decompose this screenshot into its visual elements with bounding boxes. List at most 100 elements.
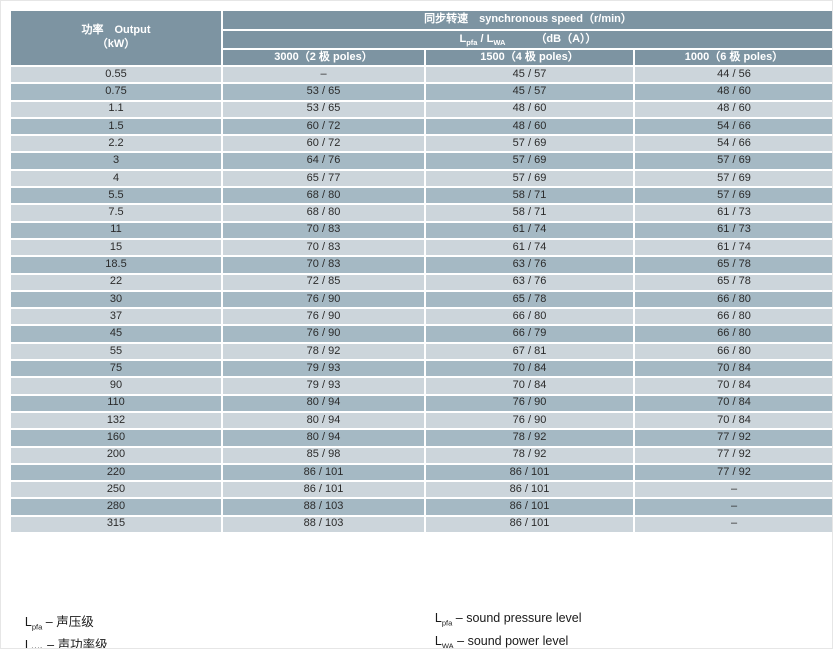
level-cell-2pole: 70 / 83: [221, 220, 426, 240]
output-cell: 200: [9, 445, 223, 465]
output-cell: 132: [9, 410, 223, 431]
note-sound-pressure-cn: Lpfa – 声压级: [24, 615, 94, 632]
table-row: 75 79 / 93 70 / 84 70 / 84: [9, 359, 832, 379]
level-cell-2pole: 60 / 72: [221, 116, 426, 137]
level-cell-4pole: 45 / 57: [424, 64, 635, 85]
level-cell-6pole: 66 / 80: [633, 341, 832, 362]
table-row: 110 80 / 94 76 / 90 70 / 84: [9, 393, 832, 413]
level-cell-2pole: 68 / 80: [221, 203, 426, 223]
level-cell-4pole: 70 / 84: [424, 376, 635, 396]
level-cell-2pole: 86 / 101: [221, 462, 426, 483]
output-cell: 7.5: [9, 203, 223, 223]
header-output-label: 功率 Output: [81, 24, 151, 37]
note-sound-power-cn: LWA – 声功率级: [24, 638, 108, 649]
level-cell-6pole: 70 / 84: [633, 359, 832, 379]
level-cell-4pole: 63 / 76: [424, 255, 635, 275]
table-row: 250 86 / 101 86 / 101–: [9, 480, 832, 500]
note-sound-power-en: LWA – sound power level: [434, 634, 569, 649]
level-unit: （dB（A））: [535, 32, 597, 45]
level-cell-2pole: 88 / 103: [221, 497, 426, 517]
level-cell-4pole: 61 / 74: [424, 220, 635, 240]
header-pole-1500: 1500（4 极 poles）: [424, 48, 635, 67]
output-cell: 220: [9, 462, 223, 483]
level-symbol-lpfa: Lpfa: [459, 32, 478, 47]
level-cell-4pole: 65 / 78: [424, 289, 635, 310]
level-cell-6pole: 70 / 84: [633, 376, 832, 396]
level-cell-6pole: 57 / 69: [633, 186, 832, 206]
level-cell-4pole: 86 / 101: [424, 497, 635, 517]
level-cell-2pole: 70 / 83: [221, 255, 426, 275]
level-cell-4pole: 57 / 69: [424, 168, 635, 189]
table-row: 200 85 / 98 78 / 92 77 / 92: [9, 445, 832, 465]
output-cell: 1.1: [9, 99, 223, 119]
level-cell-6pole: 54 / 66: [633, 116, 832, 137]
output-cell: 5.5: [9, 186, 223, 206]
level-cell-6pole: 48 / 60: [633, 82, 832, 102]
table-row: 30 76 / 90 65 / 78 66 / 80: [9, 289, 832, 310]
level-cell-2pole: 53 / 65: [221, 82, 426, 102]
level-cell-6pole: 66 / 80: [633, 289, 832, 310]
level-cell-2pole: 76 / 90: [221, 289, 426, 310]
table-row: 0.75 53 / 65 45 / 57 48 / 60: [9, 82, 832, 102]
level-cell-2pole: 85 / 98: [221, 445, 426, 465]
level-cell-4pole: 48 / 60: [424, 99, 635, 119]
table-row: 2.2 60 / 72 57 / 69 54 / 66: [9, 134, 832, 154]
level-cell-4pole: 78 / 92: [424, 445, 635, 465]
level-cell-6pole: 48 / 60: [633, 99, 832, 119]
level-cell-2pole: 80 / 94: [221, 393, 426, 413]
level-cell-2pole: 78 / 92: [221, 341, 426, 362]
table-row: 15 70 / 83 61 / 74 61 / 74: [9, 237, 832, 258]
output-cell: 15: [9, 237, 223, 258]
level-cell-2pole: 60 / 72: [221, 134, 426, 154]
level-cell-4pole: 58 / 71: [424, 203, 635, 223]
output-cell: 110: [9, 393, 223, 413]
output-cell: 37: [9, 307, 223, 327]
level-cell-6pole: 77 / 92: [633, 445, 832, 465]
output-cell: 75: [9, 359, 223, 379]
note-sound-pressure-en: Lpfa – sound pressure level: [434, 611, 582, 628]
level-cell-6pole: 70 / 84: [633, 393, 832, 413]
table-body: 0.55–45 / 57 44 / 56 0.75 53 / 65 45 / 57 48 …: [9, 64, 832, 535]
table-row: 55 78 / 92 67 / 81 66 / 80: [9, 341, 832, 362]
output-cell: 45: [9, 324, 223, 344]
output-cell: 11: [9, 220, 223, 240]
header-row-level: Lpfa / LWA （dB（A））: [10, 29, 832, 50]
level-cell-2pole: 65 / 77: [221, 168, 426, 189]
level-cell-4pole: 86 / 101: [424, 514, 635, 535]
output-cell: 30: [9, 289, 223, 310]
level-cell-6pole: 61 / 73: [633, 203, 832, 223]
table-row: 280 88 / 103 86 / 101–: [9, 497, 832, 517]
level-cell-4pole: 78 / 92: [424, 428, 635, 448]
header-output: 功率 Output （kW）: [9, 9, 223, 67]
level-cell-6pole: 61 / 73: [633, 220, 832, 240]
level-cell-2pole: 80 / 94: [221, 410, 426, 431]
level-cell-4pole: 58 / 71: [424, 186, 635, 206]
table-row: 1.1 53 / 65 48 / 60 48 / 60: [9, 99, 832, 119]
table-row: 7.5 68 / 80 58 / 71 61 / 73: [9, 203, 832, 223]
level-cell-2pole: 88 / 103: [221, 514, 426, 535]
sound-level-table: 功率 Output （kW） 同步转速 synchronous speed（r/…: [9, 9, 832, 535]
header-output-unit: （kW）: [96, 38, 136, 50]
level-cell-2pole: –: [221, 64, 426, 85]
output-cell: 4: [9, 168, 223, 189]
level-cell-4pole: 45 / 57: [424, 82, 635, 102]
level-cell-6pole: 77 / 92: [633, 428, 832, 448]
output-cell: 280: [9, 497, 223, 517]
table-row: 18.5 70 / 83 63 / 76 65 / 78: [9, 255, 832, 275]
table-row: 90 79 / 93 70 / 84 70 / 84: [9, 376, 832, 396]
table-row: 5.5 68 / 80 58 / 71 57 / 69: [9, 186, 832, 206]
level-cell-6pole: 61 / 74: [633, 237, 832, 258]
header-pole-3000: 3000（2 极 poles）: [221, 48, 426, 67]
level-cell-4pole: 57 / 69: [424, 151, 635, 171]
output-cell: 2.2: [9, 134, 223, 154]
table-row: 22 72 / 85 63 / 76 65 / 78: [9, 272, 832, 292]
output-cell: 0.75: [9, 82, 223, 102]
output-cell: 3: [9, 151, 223, 171]
level-cell-2pole: 79 / 93: [221, 359, 426, 379]
level-cell-6pole: 66 / 80: [633, 307, 832, 327]
level-cell-2pole: 68 / 80: [221, 186, 426, 206]
level-cell-4pole: 61 / 74: [424, 237, 635, 258]
level-cell-2pole: 70 / 83: [221, 237, 426, 258]
level-cell-6pole: 65 / 78: [633, 255, 832, 275]
level-cell-2pole: 80 / 94: [221, 428, 426, 448]
